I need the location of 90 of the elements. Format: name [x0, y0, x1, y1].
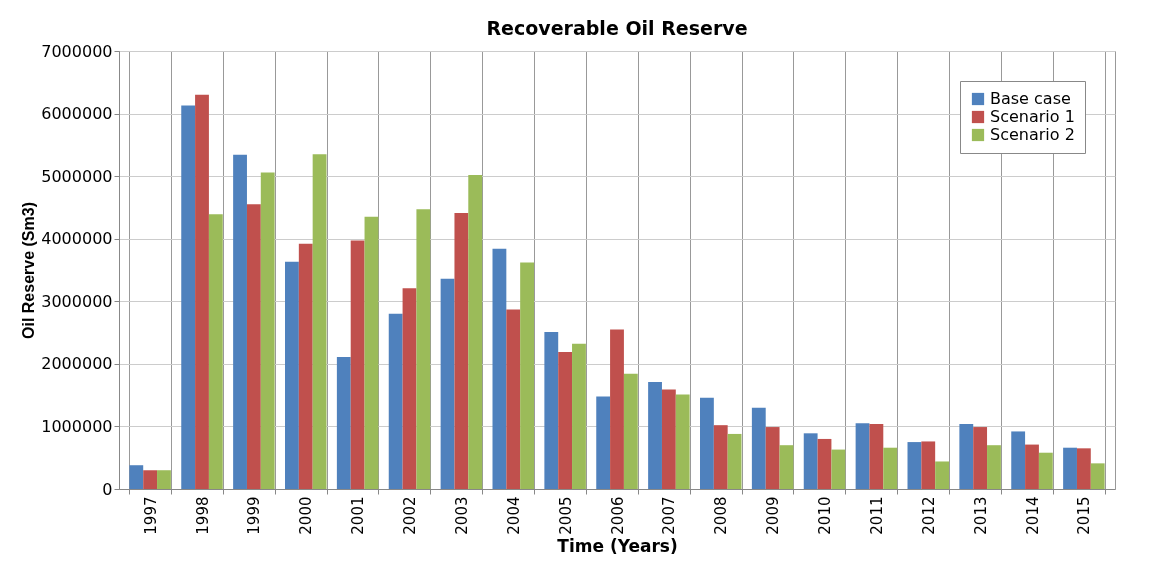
x-tick-label: 2011 [867, 496, 886, 535]
bar [855, 423, 870, 489]
bar [779, 445, 794, 489]
bar [987, 445, 1001, 489]
bar [129, 465, 144, 489]
bar [973, 427, 988, 489]
bar [364, 216, 379, 489]
bar [921, 441, 936, 489]
bar [907, 442, 922, 489]
legend-label: Base case [990, 89, 1071, 108]
x-tick-label: 2001 [349, 496, 368, 535]
bar [1076, 448, 1091, 489]
bar [208, 214, 223, 489]
y-tick-label: 3000000 [41, 291, 113, 311]
bar [596, 396, 611, 489]
bar [751, 407, 766, 489]
x-tick-label: 2008 [712, 496, 731, 535]
bar [454, 213, 469, 489]
bar [468, 174, 483, 489]
x-tick-label: 2002 [401, 496, 419, 535]
bar [195, 94, 209, 489]
bar [727, 433, 742, 489]
bar [765, 427, 780, 489]
bar [1011, 431, 1026, 489]
legend-label: Scenario 2 [990, 125, 1075, 144]
x-tick-label: 2015 [1075, 496, 1094, 535]
bar [572, 343, 586, 489]
x-tick-label: 1997 [141, 496, 160, 535]
bar [803, 433, 818, 489]
bar [350, 240, 365, 489]
bar [610, 329, 624, 489]
bar [883, 447, 898, 489]
x-tick-label: 2014 [1023, 496, 1042, 535]
bar [1038, 452, 1053, 489]
legend-label: Scenario 1 [990, 107, 1075, 126]
bar [558, 351, 573, 489]
bar [661, 389, 676, 489]
bar [1025, 444, 1039, 489]
x-axis-title: Time (Years) [557, 535, 678, 556]
y-tick-label: 4000000 [41, 229, 113, 249]
bar [492, 248, 507, 489]
bar [935, 461, 949, 489]
bar [298, 243, 313, 489]
bar [506, 309, 521, 489]
x-tick-label: 1998 [193, 496, 212, 535]
bar [336, 356, 351, 489]
bar [312, 154, 327, 489]
bar [285, 261, 299, 489]
bar [700, 397, 714, 489]
bar [713, 425, 728, 489]
bar [181, 105, 196, 489]
bar [623, 373, 638, 489]
x-tick-label: 1999 [245, 496, 264, 535]
x-tick-label: 2007 [660, 496, 679, 535]
x-tick-label: 2009 [764, 496, 783, 535]
bar [648, 382, 662, 489]
x-tick-label: 2012 [919, 496, 938, 535]
chart-title: Recoverable Oil Reserve [486, 17, 748, 39]
x-tick-label: 2013 [971, 496, 990, 535]
bar [1063, 447, 1077, 489]
bar [157, 470, 171, 489]
x-tick-label: 2005 [556, 496, 575, 535]
bar [143, 470, 158, 489]
y-axis-title: Oil Reserve (Sm3) [20, 202, 38, 339]
x-tick-label: 2000 [297, 496, 316, 535]
bar [233, 154, 247, 489]
y-tick-label: 2000000 [41, 354, 113, 374]
bar [440, 278, 455, 489]
y-tick-label: 5000000 [41, 166, 113, 186]
x-tick-label: 2006 [608, 496, 627, 535]
y-tick-label: 0 [102, 479, 113, 499]
bar [402, 288, 417, 489]
bar [416, 209, 431, 489]
bar [817, 438, 832, 489]
bar [520, 262, 534, 489]
y-tick-label: 7000000 [41, 41, 113, 61]
bar [544, 331, 559, 489]
bar [675, 394, 690, 489]
bar [869, 423, 884, 489]
x-tick-label: 2003 [452, 496, 471, 535]
bar [260, 172, 275, 489]
bar [831, 449, 846, 489]
bar [959, 423, 974, 489]
y-tick-label: 1000000 [41, 416, 113, 436]
x-tick-label: 2010 [816, 496, 834, 535]
bar [246, 204, 261, 489]
x-tick-label: 2004 [504, 496, 523, 535]
bar [1090, 463, 1105, 489]
bar [388, 313, 403, 489]
y-tick-label: 6000000 [41, 104, 113, 124]
